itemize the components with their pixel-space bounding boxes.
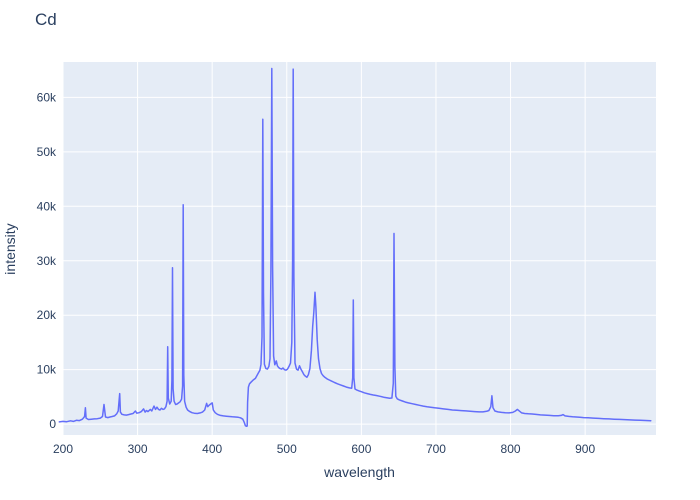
y-tick-label: 30k — [37, 254, 57, 268]
y-tick-label: 10k — [37, 363, 57, 377]
y-tick-label: 40k — [37, 199, 57, 213]
x-axis-title: wavelength — [324, 464, 395, 480]
spectrum-line — [58, 67, 652, 428]
chart-title: Cd — [35, 10, 57, 29]
x-tick-label: 400 — [202, 442, 222, 456]
x-tick-label: 800 — [501, 442, 521, 456]
y-axis-title: intensity — [2, 223, 18, 275]
x-tick-label: 500 — [277, 442, 297, 456]
y-tick-label: 20k — [37, 308, 57, 322]
x-tick-label: 600 — [351, 442, 371, 456]
x-tick-label: 200 — [53, 442, 73, 456]
x-tick-label: 300 — [128, 442, 148, 456]
y-tick-label: 50k — [37, 145, 57, 159]
x-tick-label: 700 — [426, 442, 446, 456]
plot-background[interactable] — [63, 62, 656, 435]
x-tick-label: 900 — [575, 442, 595, 456]
y-tick-label: 0 — [49, 417, 56, 431]
y-tick-label: 60k — [37, 90, 57, 104]
